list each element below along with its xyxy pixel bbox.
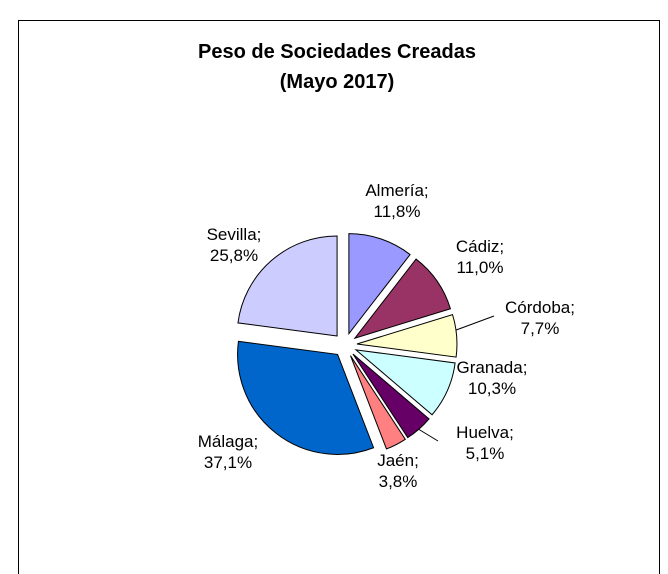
value-label: 10,3%	[468, 379, 516, 398]
category-label: Cádiz	[456, 237, 499, 256]
label-separator: ;	[523, 358, 528, 377]
chart-area	[18, 20, 660, 574]
chart-title: Peso de Sociedades Creadas	[198, 41, 476, 63]
category-label: Jaén	[377, 451, 414, 470]
pie-slice	[348, 233, 411, 336]
value-label: 11,8%	[374, 202, 421, 221]
slice-label: Jaén;	[377, 451, 419, 470]
label-separator: ;	[509, 423, 514, 442]
label-separator: ;	[254, 432, 259, 451]
pie-slice	[237, 340, 375, 455]
value-label: 25,8%	[210, 246, 258, 265]
label-separator: ;	[570, 298, 575, 317]
slice-label: Granada;	[457, 358, 528, 377]
label-separator: ;	[414, 451, 419, 470]
category-label: Málaga	[198, 432, 254, 451]
slice-label: Málaga;	[198, 432, 259, 451]
category-label: Huelva	[456, 423, 509, 442]
value-label: 7,7%	[521, 319, 560, 338]
value-label: 37,1%	[204, 453, 252, 472]
pie-slice	[237, 235, 338, 337]
category-label: Sevilla	[207, 225, 258, 244]
chart-subtitle: (Mayo 2017)	[280, 71, 395, 93]
label-separator: ;	[424, 181, 429, 200]
category-label: Córdoba	[505, 298, 571, 317]
slice-label: Huelva;	[456, 423, 514, 442]
value-label: 3,8%	[379, 472, 418, 491]
slice-label: Cádiz;	[456, 237, 504, 256]
category-label: Granada	[457, 358, 524, 377]
value-label: 5,1%	[466, 444, 505, 463]
pie-slice	[352, 353, 430, 439]
pie-slice	[356, 313, 458, 358]
slice-label: Córdoba;	[505, 298, 575, 317]
slice-label: Sevilla;	[207, 225, 262, 244]
label-separator: ;	[257, 225, 262, 244]
value-label: 11,0%	[457, 258, 504, 277]
pie-slice	[350, 355, 407, 450]
category-label: Almería	[365, 181, 424, 200]
label-separator: ;	[499, 237, 504, 256]
pie-slice	[353, 258, 452, 340]
pie-slice	[354, 349, 456, 416]
slice-label: Almería;	[365, 181, 428, 200]
